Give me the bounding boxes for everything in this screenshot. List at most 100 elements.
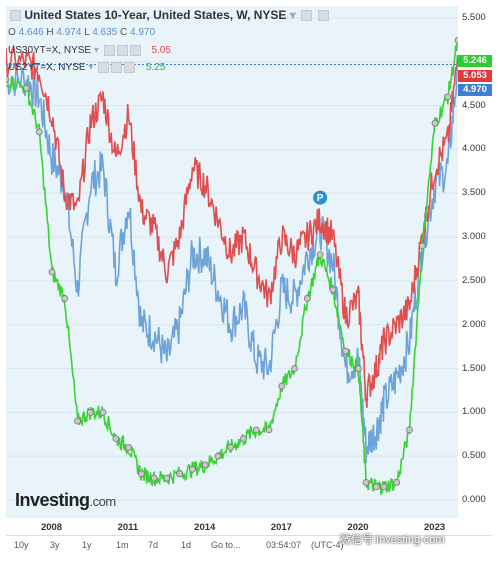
series-point (380, 483, 388, 491)
y-tick-label: 5.500 (462, 12, 486, 23)
chart-title: United States 10-Year, United States, W,… (8, 8, 329, 22)
range-button[interactable]: 1m (116, 540, 129, 550)
high-value: 4.974 (56, 27, 82, 38)
chevron-down-icon[interactable]: ▾ (88, 62, 94, 74)
y-tick-label: 2.500 (462, 274, 486, 286)
series-point (163, 474, 171, 482)
bottom-toolbar: 10y 3y 1y 1m 7d 1d Go to... 03:54:07 (UTC-4) (6, 535, 492, 554)
series2-name: US30YT=X, NYSE (8, 45, 92, 57)
eye-icon[interactable] (103, 45, 115, 56)
series-point (150, 474, 158, 482)
range-button[interactable]: Go to... (211, 540, 241, 550)
series-point (61, 295, 69, 302)
series3-name: US2YT=X, NYSE (8, 62, 86, 74)
chevron-down-icon[interactable]: ▾ (289, 8, 296, 22)
price-tag-green: 5.246 (458, 55, 492, 67)
x-tick-label: 2017 (270, 522, 292, 533)
series-point (214, 452, 222, 460)
settings-icon[interactable] (301, 10, 313, 22)
series-point (252, 426, 260, 434)
close-icon[interactable] (124, 62, 136, 73)
series-point (112, 435, 120, 443)
series-point (125, 444, 132, 451)
collapse-icon[interactable] (10, 10, 21, 22)
close-icon[interactable] (317, 10, 329, 22)
chart-canvas: P (6, 6, 458, 518)
series3-line: US2YT=X, NYSE ▾ 5.25 (8, 62, 165, 73)
price-tag-blue: 4.970 (458, 84, 492, 96)
series-point (35, 128, 43, 136)
close-icon[interactable] (129, 45, 141, 56)
high-label: H (46, 27, 54, 38)
y-tick-label: 2.000 (462, 318, 486, 330)
series-point (99, 408, 107, 416)
series-point (329, 286, 337, 294)
series-point (201, 461, 209, 469)
y-tick-label: 1.500 (462, 362, 486, 374)
series-point (291, 365, 298, 372)
eye-icon[interactable] (98, 62, 110, 73)
low-value: 4.635 (92, 27, 118, 38)
series-line-1 (6, 55, 458, 463)
series-point (278, 382, 286, 390)
price-tag-red: 5.053 (458, 70, 492, 82)
chart-title-text: United States 10-Year, United States, W,… (24, 8, 287, 22)
logo-suffix: .com (89, 494, 117, 509)
series-point (265, 426, 273, 434)
plot-area[interactable]: P (6, 6, 458, 518)
investing-logo: Investing.com (15, 490, 116, 511)
series-point (86, 408, 94, 416)
series-point (240, 435, 247, 443)
chevron-down-icon[interactable]: ▾ (93, 45, 99, 57)
series-point (23, 84, 30, 92)
range-button[interactable]: 1y (82, 540, 92, 550)
series-point (431, 119, 439, 127)
range-button[interactable]: 1d (181, 540, 192, 550)
range-button: (UTC-4) (311, 540, 344, 550)
series-point (48, 268, 56, 276)
range-button[interactable]: 7d (148, 540, 159, 550)
y-tick-label: 0.000 (462, 494, 486, 505)
x-tick-label: 2023 (424, 522, 446, 533)
series-point (418, 242, 426, 250)
series-point (189, 465, 196, 473)
series-point (342, 347, 350, 355)
range-button: 03:54:07 (266, 540, 302, 550)
series-point (406, 426, 413, 434)
close-value: 4.970 (130, 27, 156, 38)
range-button[interactable]: 10y (14, 540, 29, 550)
x-tick-label: 2014 (194, 522, 216, 533)
series2-line: US30YT=X, NYSE ▾ 5.05 (8, 45, 171, 56)
series-line-0 (6, 43, 458, 408)
x-tick-label: 2011 (117, 522, 139, 533)
series-point (454, 36, 458, 44)
series-point (372, 483, 380, 491)
logo-text: Investing (15, 490, 90, 510)
close-label: C (120, 27, 128, 38)
y-tick-label: 1.000 (462, 406, 486, 418)
series-point (393, 479, 401, 486)
series-point (362, 479, 370, 486)
open-label: O (8, 27, 16, 38)
y-tick-label: 4.000 (462, 143, 486, 155)
series-point (74, 417, 81, 425)
ohlc-line: O 4.646 H 4.974 L 4.635 C 4.970 (8, 27, 155, 38)
series-point (303, 295, 311, 302)
series-point (355, 365, 362, 372)
y-tick-label: 4.500 (462, 99, 486, 111)
settings-icon[interactable] (111, 62, 123, 73)
y-tick-label: 0.500 (462, 450, 486, 462)
event-marker[interactable] (313, 190, 328, 205)
series-point (444, 93, 452, 101)
x-tick-label: 2020 (347, 522, 369, 533)
y-tick-label: 3.500 (462, 187, 486, 199)
series-point (316, 251, 324, 259)
series2-value: 5.05 (151, 45, 171, 57)
series-point (227, 444, 235, 451)
series-point (137, 470, 145, 478)
settings-icon[interactable] (116, 45, 128, 56)
low-label: L (84, 27, 90, 38)
series-point (6, 75, 10, 83)
range-button[interactable]: 3y (50, 540, 60, 550)
